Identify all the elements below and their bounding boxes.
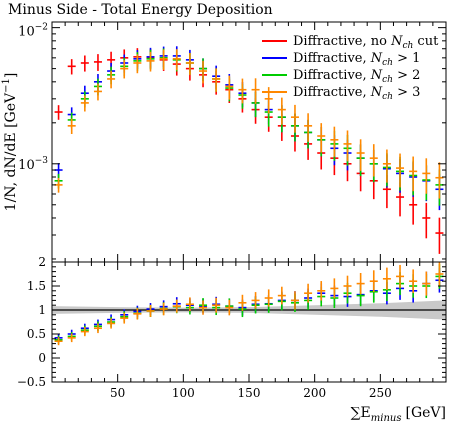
ratio-point <box>356 272 365 295</box>
data-point <box>172 49 181 71</box>
data-point <box>277 97 286 125</box>
legend-entry: Diffractive, no Nch cut <box>262 34 439 51</box>
x-tick-label: 200 <box>303 386 326 400</box>
data-point <box>67 118 76 135</box>
ratio-point <box>435 261 444 287</box>
ratio-tick-label: −0.5 <box>17 375 46 389</box>
chart-title: Minus Side - Total Energy Deposition <box>8 2 273 18</box>
ratio-point <box>225 299 234 316</box>
data-point <box>435 162 444 199</box>
x-tick-label: 250 <box>369 386 392 400</box>
data-point <box>251 78 260 104</box>
legend-label: Diffractive, Nch > 3 <box>293 85 420 102</box>
x-axis-label: ∑Eminus [GeV] <box>351 405 446 422</box>
axes <box>52 22 446 383</box>
data-point <box>146 51 155 72</box>
x-tick-label: 50 <box>110 386 125 400</box>
data-point <box>382 149 391 183</box>
data-point <box>93 54 102 71</box>
ratio-point <box>369 270 378 293</box>
ratio-point <box>396 264 405 288</box>
data-point <box>422 158 431 194</box>
y-tick-label-1e-3: 10−3 <box>18 156 48 173</box>
ratio-point <box>54 337 63 346</box>
data-point <box>120 60 129 79</box>
data-point <box>356 139 365 171</box>
ratio-point <box>67 333 76 343</box>
data-point <box>330 126 339 157</box>
ratio-point <box>422 271 431 296</box>
ratio-point <box>343 275 352 297</box>
series-1 <box>54 46 444 211</box>
data-point <box>133 54 142 74</box>
series-2 <box>54 48 444 206</box>
data-point <box>238 78 247 104</box>
ratio-point <box>382 267 391 290</box>
data-point <box>54 105 63 120</box>
main-panel <box>54 46 444 254</box>
ratio-point <box>172 299 181 313</box>
ratio-tick-label: 1.5 <box>27 279 46 293</box>
ratio-series-2 <box>54 261 444 346</box>
data-point <box>369 144 378 177</box>
data-point <box>343 130 352 162</box>
ratio-tick-labels: 2 1.5 1 0.5 0 −0.5 <box>17 255 46 389</box>
legend: Diffractive, no Nch cut Diffractive, Nch… <box>262 34 439 102</box>
legend-label: Diffractive, Nch > 2 <box>293 68 420 85</box>
data-point <box>80 95 89 112</box>
legend-label: Diffractive, Nch > 1 <box>293 51 420 68</box>
data-point <box>199 60 208 84</box>
data-point <box>409 156 418 192</box>
data-point <box>80 55 89 72</box>
ratio-point <box>93 323 102 334</box>
ratio-point <box>264 289 273 307</box>
ratio-point <box>120 312 129 324</box>
data-point <box>317 123 326 153</box>
x-tick-label: 100 <box>172 386 195 400</box>
ratio-tick-label: 1 <box>38 303 46 317</box>
x-tick-label: 150 <box>238 386 261 400</box>
data-point <box>304 113 313 142</box>
ratio-point <box>185 297 194 312</box>
ratio-point <box>251 292 260 309</box>
data-point <box>396 153 405 188</box>
ratio-point <box>199 300 208 315</box>
legend-entry: Diffractive, Nch > 2 <box>262 68 420 85</box>
ratio-point <box>290 291 299 310</box>
data-point <box>435 217 444 254</box>
ratio-point <box>159 302 168 316</box>
ratio-point <box>304 283 313 303</box>
data-point <box>185 53 194 75</box>
data-point <box>212 68 221 92</box>
x-tick-labels: 50 100 150 200 250 <box>110 386 392 400</box>
legend-entry: Diffractive, Nch > 3 <box>262 85 420 102</box>
ratio-tick-label: 0.5 <box>27 327 46 341</box>
y-tick-label-1e-2: 10−2 <box>18 23 48 40</box>
ratio-point <box>317 281 326 301</box>
ratio-tick-label: 2 <box>38 255 46 269</box>
data-point <box>422 202 431 239</box>
ratio-tick-label: 0 <box>38 351 46 365</box>
data-point <box>93 83 102 101</box>
legend-label: Diffractive, no Nch cut <box>293 34 439 51</box>
data-point <box>290 104 299 133</box>
ratio-point <box>107 318 116 329</box>
ratio-point <box>409 269 418 293</box>
ratio-point <box>330 278 339 299</box>
data-point <box>225 75 234 100</box>
data-point <box>159 49 168 70</box>
data-point <box>67 59 76 75</box>
ratio-point <box>146 304 155 317</box>
ratio-panel <box>54 261 444 346</box>
ratio-point <box>277 286 286 305</box>
ratio-point <box>80 327 89 337</box>
legend-entry: Diffractive, Nch > 1 <box>262 51 420 68</box>
data-point <box>107 70 116 89</box>
ratio-point <box>238 294 247 311</box>
y-axis-label: 1/N, dN/dE [GeV−1] <box>1 73 19 212</box>
ratio-point <box>133 308 142 320</box>
ratio-point <box>212 297 221 313</box>
